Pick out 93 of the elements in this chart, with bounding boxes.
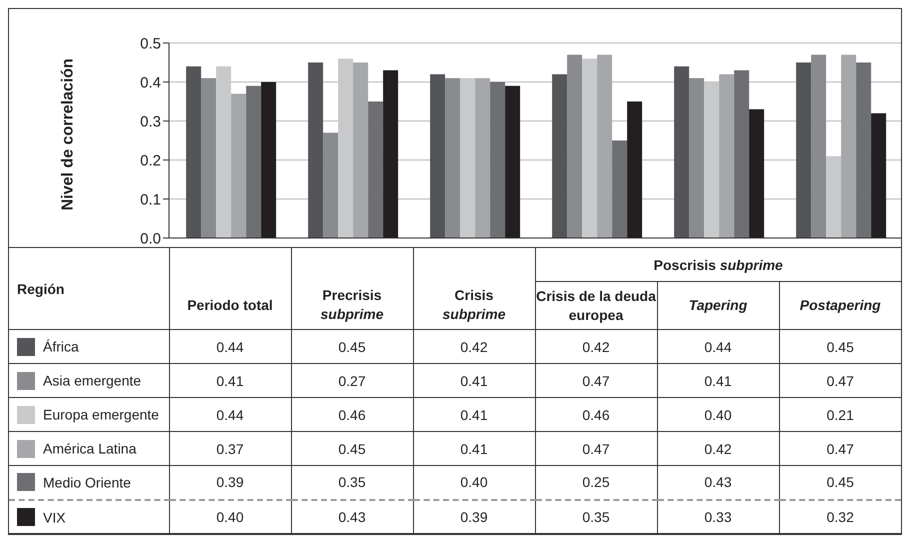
bar bbox=[734, 70, 750, 238]
data-label: 0.43 bbox=[657, 466, 779, 500]
bar bbox=[796, 62, 812, 238]
bar bbox=[597, 54, 612, 238]
data-label: 0.47 bbox=[779, 364, 902, 398]
bar bbox=[627, 102, 642, 238]
data-label: 0.45 bbox=[779, 466, 902, 500]
bar bbox=[445, 78, 460, 238]
data-label: 0.39 bbox=[169, 466, 291, 500]
data-label: 0.40 bbox=[413, 466, 535, 500]
bar bbox=[689, 78, 704, 238]
x-tick-label: Postapering bbox=[800, 297, 881, 313]
data-label: 0.42 bbox=[413, 330, 535, 364]
data-label: 0.41 bbox=[413, 364, 535, 398]
legend-label: África bbox=[43, 338, 79, 355]
data-label: 0.44 bbox=[169, 398, 291, 432]
bar bbox=[811, 54, 826, 238]
legend-label: Europa emergente bbox=[43, 406, 159, 423]
bar bbox=[460, 78, 476, 238]
bar bbox=[368, 102, 384, 238]
x-tick-label: Crisis de la deuda europea bbox=[535, 282, 657, 330]
legend-label: Asia emergente bbox=[43, 372, 142, 389]
data-label: 0.41 bbox=[413, 432, 535, 466]
y-tick-label: 0.5 bbox=[140, 35, 161, 52]
data-label: 0.40 bbox=[657, 398, 779, 432]
bar bbox=[871, 113, 886, 238]
data-label: 0.33 bbox=[657, 500, 779, 534]
x-tick-label: Precrisis subprime bbox=[291, 282, 413, 330]
bar bbox=[704, 82, 720, 238]
data-label: 0.43 bbox=[291, 500, 413, 534]
y-tick-label: 0.0 bbox=[140, 230, 161, 248]
legend-label: Medio Oriente bbox=[43, 474, 131, 490]
bar bbox=[719, 74, 734, 238]
data-label: 0.45 bbox=[291, 432, 413, 466]
data-label: 0.44 bbox=[657, 330, 779, 364]
data-label: 0.42 bbox=[657, 432, 779, 466]
bar bbox=[582, 58, 598, 238]
data-label: 0.39 bbox=[413, 500, 535, 534]
data-label: 0.41 bbox=[169, 364, 291, 398]
legend-label: América Latina bbox=[43, 440, 136, 457]
data-label: 0.47 bbox=[535, 432, 657, 466]
data-label: 0.46 bbox=[535, 398, 657, 432]
bar bbox=[841, 54, 856, 238]
bar bbox=[567, 54, 582, 238]
y-tick-label: 0.3 bbox=[140, 113, 161, 130]
x-tick-label: Tapering bbox=[688, 297, 748, 313]
data-label: 0.46 bbox=[291, 398, 413, 432]
x-tick-label: Periodo total bbox=[169, 282, 291, 330]
x-tick-label: Crisis subprime bbox=[413, 282, 535, 330]
y-tick-label: 0.4 bbox=[140, 74, 161, 92]
data-label: 0.47 bbox=[779, 432, 902, 466]
data-label: 0.41 bbox=[657, 364, 779, 398]
data-label: 0.42 bbox=[535, 330, 657, 364]
data-label: 0.47 bbox=[535, 364, 657, 398]
bar bbox=[612, 140, 628, 238]
legend-title: Región bbox=[9, 248, 169, 330]
data-label: 0.45 bbox=[779, 330, 902, 364]
data-label: 0.21 bbox=[779, 398, 902, 432]
bar bbox=[749, 109, 764, 238]
bar bbox=[323, 132, 338, 238]
y-tick-label: 0.2 bbox=[140, 152, 161, 170]
bar bbox=[826, 156, 842, 238]
data-label: 0.35 bbox=[535, 500, 657, 534]
bar bbox=[856, 62, 872, 238]
bar bbox=[353, 62, 368, 238]
data-label: 0.37 bbox=[169, 432, 291, 466]
data-label: 0.27 bbox=[291, 364, 413, 398]
bar bbox=[430, 74, 446, 238]
bar bbox=[674, 66, 690, 238]
data-label: 0.40 bbox=[169, 500, 291, 534]
bar bbox=[201, 78, 216, 238]
bar bbox=[261, 82, 276, 238]
bar bbox=[186, 66, 202, 238]
bar bbox=[308, 62, 324, 238]
bar bbox=[246, 86, 262, 238]
y-tick-label: 0.1 bbox=[140, 191, 161, 208]
bar bbox=[552, 74, 568, 238]
bar bbox=[383, 70, 398, 238]
data-label: 0.32 bbox=[779, 500, 902, 534]
data-label: 0.35 bbox=[291, 466, 413, 500]
y-axis-title: Nivel de correlación bbox=[60, 58, 77, 210]
text: Poscrisis subprime bbox=[535, 248, 902, 282]
data-label: 0.44 bbox=[169, 330, 291, 364]
bar bbox=[338, 58, 354, 238]
data-label: 0.45 bbox=[291, 330, 413, 364]
data-label: 0.41 bbox=[413, 398, 535, 432]
bar bbox=[231, 94, 246, 238]
data-label: 0.25 bbox=[535, 466, 657, 500]
bar bbox=[490, 82, 506, 238]
legend-label: VIX bbox=[43, 508, 66, 525]
bar bbox=[216, 66, 232, 238]
bar bbox=[475, 78, 490, 238]
bar bbox=[505, 86, 520, 238]
